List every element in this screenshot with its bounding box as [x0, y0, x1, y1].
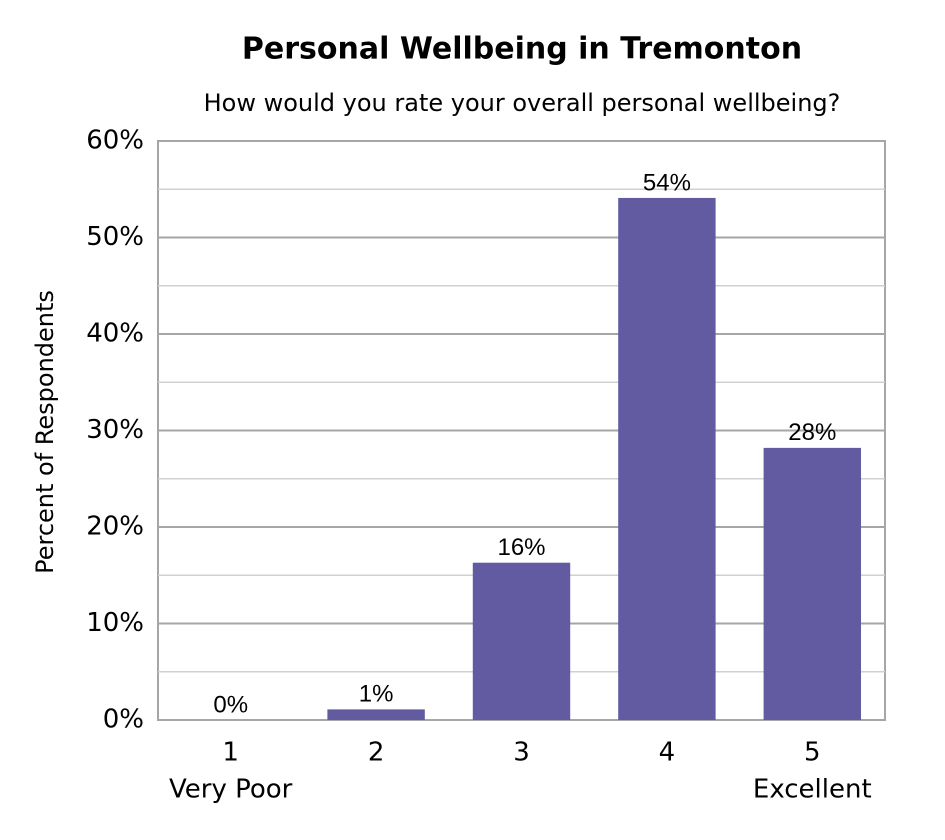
x-tick-label: 5	[804, 738, 821, 768]
y-tick-label: 20%	[86, 512, 144, 542]
y-tick-label: 10%	[86, 608, 144, 638]
data-label: 0%	[213, 691, 248, 718]
y-tick-label: 30%	[86, 415, 144, 445]
bar	[763, 447, 862, 720]
bar	[327, 709, 425, 720]
data-label: 1%	[359, 681, 394, 708]
x-tick-label: 3	[513, 738, 530, 768]
data-label: 28%	[788, 419, 836, 446]
y-tick-label: 0%	[103, 705, 144, 735]
data-label: 16%	[497, 534, 545, 561]
y-axis-label: Percent of Respondents	[31, 290, 59, 574]
x-tick-label: 4	[659, 738, 676, 768]
chart-title: Personal Wellbeing in Tremonton	[242, 32, 802, 67]
y-tick-label: 50%	[86, 222, 144, 252]
x-tick-label: 1	[222, 738, 239, 768]
chart-subtitle: How would you rate your overall personal…	[204, 89, 841, 117]
bar	[472, 562, 571, 720]
x-tick-label: 2	[368, 738, 385, 768]
x-tick-sublabel: Very Poor	[169, 775, 293, 805]
bar	[618, 197, 716, 720]
x-tick-sublabel: Excellent	[753, 775, 872, 805]
y-tick-label: 60%	[86, 126, 144, 156]
y-tick-label: 40%	[86, 319, 144, 349]
data-label: 54%	[643, 169, 691, 196]
